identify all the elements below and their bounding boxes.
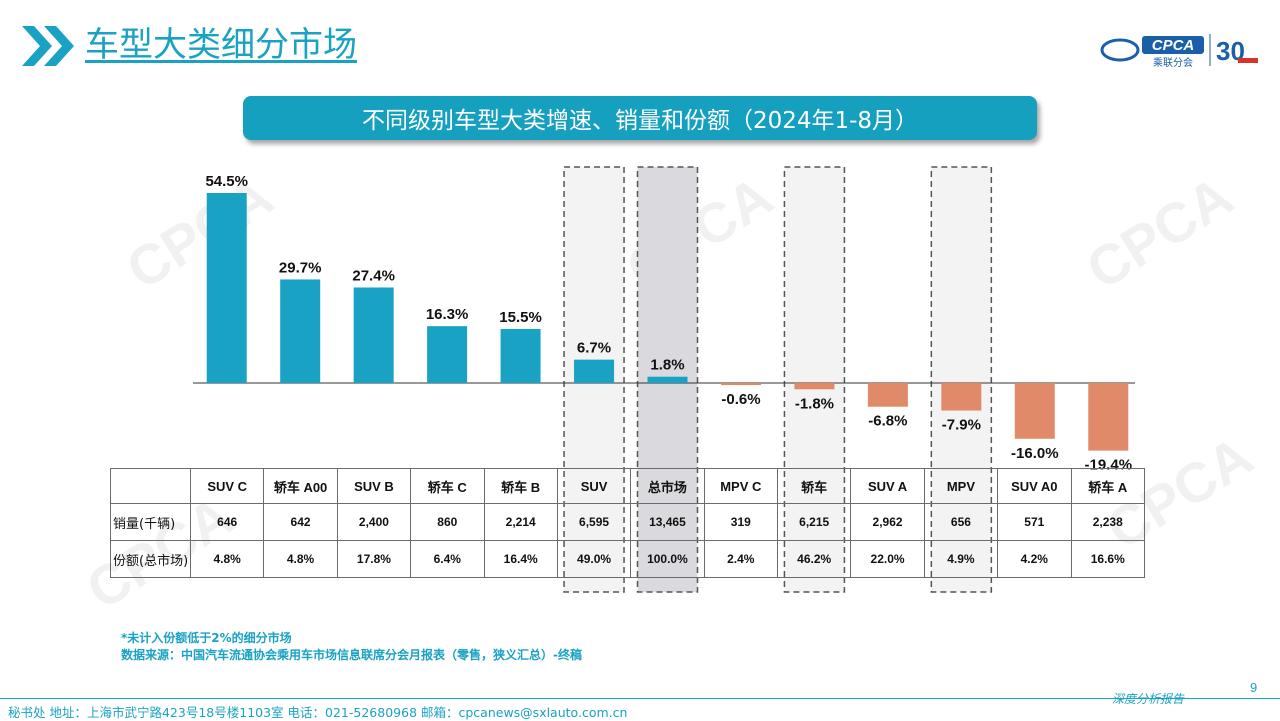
footer-contact: 秘书处 地址：上海市武宁路423号18号楼1103室 电话：021-526809… bbox=[8, 705, 628, 720]
footnote-note: *未计入份额低于2%的细分市场 bbox=[121, 631, 292, 645]
data-label: 6.7% bbox=[577, 340, 611, 357]
bar-9 bbox=[794, 383, 835, 390]
table-cell: 2,962 bbox=[850, 503, 925, 541]
bar-5 bbox=[500, 328, 541, 383]
table-cell: 46.2% bbox=[776, 540, 852, 578]
table-cell: 860 bbox=[410, 503, 485, 541]
table-cell: 13,465 bbox=[630, 503, 705, 541]
bar-13 bbox=[1088, 383, 1129, 451]
logo-text: CPCA bbox=[1152, 37, 1195, 54]
table-cell: 4.9% bbox=[923, 540, 999, 578]
page-title: 车型大类细分市场 bbox=[85, 25, 357, 65]
table-cell: 656 bbox=[923, 503, 999, 541]
table-cell: 646 bbox=[189, 503, 265, 541]
table-cell: 4.2% bbox=[997, 540, 1072, 578]
table-header-cell: SUV C bbox=[189, 468, 265, 504]
table-header-cell: SUV A bbox=[850, 468, 925, 504]
data-label: -7.9% bbox=[942, 417, 981, 434]
table-row: 份额(总市场) 4.8% 4.8% 17.8% 6.4% 16.4% 49.0% 100.0… bbox=[110, 540, 1145, 578]
table-cell: 319 bbox=[703, 503, 779, 541]
table-corner bbox=[110, 468, 191, 504]
table-cell: 4.8% bbox=[189, 540, 265, 578]
table-cell: 2.4% bbox=[703, 540, 779, 578]
table-header-cell: SUV bbox=[556, 468, 632, 504]
data-label: 29.7% bbox=[279, 259, 322, 276]
table-cell: 6.4% bbox=[410, 540, 485, 578]
table-cell: 2,400 bbox=[336, 503, 412, 541]
table-header-cell: MPV bbox=[923, 468, 999, 504]
table-cell: 17.8% bbox=[336, 540, 412, 578]
data-label: 1.8% bbox=[650, 357, 684, 374]
bar-12 bbox=[1014, 383, 1055, 439]
bar-1 bbox=[206, 193, 247, 383]
footnotes: *未计入份额低于2%的细分市场 数据来源：中国汽车流通协会乘用车市场信息联席分会… bbox=[121, 630, 582, 664]
bar-6 bbox=[574, 359, 615, 383]
cpca-logo: CPCA 乘联分会 30 bbox=[1100, 28, 1265, 70]
table-header-cell: MPV C bbox=[703, 468, 779, 504]
footnote-source: 数据来源：中国汽车流通协会乘用车市场信息联席分会月报表（零售，狭义汇总）-终稿 bbox=[121, 648, 582, 662]
footer-divider bbox=[0, 698, 1280, 699]
table-row: 销量(千辆) 646 642 2,400 860 2,214 6,595 13,465 319… bbox=[110, 503, 1145, 541]
table-cell: 642 bbox=[263, 503, 338, 541]
bar-7 bbox=[647, 376, 688, 383]
table-cell: 49.0% bbox=[556, 540, 632, 578]
table-cell: 16.4% bbox=[483, 540, 558, 578]
chevron-right-icon bbox=[22, 26, 74, 66]
table-cell: 100.0% bbox=[630, 540, 705, 578]
bar-3 bbox=[353, 287, 394, 383]
table-header-cell: 轿车 A00 bbox=[263, 468, 338, 504]
footer-tag: 深度分析报告 bbox=[1112, 692, 1185, 706]
data-table: SUV C 轿车 A00 SUV B 轿车 C 轿车 B SUV 总市场 MPV C 轿车 SUV… bbox=[110, 468, 1145, 578]
table-header-cell: 轿车 A bbox=[1070, 468, 1145, 504]
table-header-cell: 轿车 C bbox=[410, 468, 485, 504]
bar-8 bbox=[720, 383, 761, 386]
table-header-row: SUV C 轿车 A00 SUV B 轿车 C 轿车 B SUV 总市场 MPV C 轿车 SUV… bbox=[110, 468, 1145, 504]
bar-10 bbox=[867, 383, 908, 407]
data-label: -0.6% bbox=[721, 391, 760, 408]
logo-subtext: 乘联分会 bbox=[1153, 56, 1193, 69]
data-label: 15.5% bbox=[499, 309, 542, 326]
table-cell: 571 bbox=[997, 503, 1072, 541]
table-header-cell: 轿车 bbox=[776, 468, 852, 504]
data-label: -6.8% bbox=[868, 413, 907, 430]
bar-11 bbox=[941, 383, 982, 411]
data-label: -1.8% bbox=[795, 395, 834, 412]
data-label: 27.4% bbox=[352, 267, 395, 284]
table-cell: 6,595 bbox=[556, 503, 632, 541]
table-cell: 2,214 bbox=[483, 503, 558, 541]
table-header-cell: SUV B bbox=[336, 468, 412, 504]
table-cell: 6,215 bbox=[776, 503, 852, 541]
bar-4 bbox=[427, 326, 468, 383]
table-header-cell: 总市场 bbox=[630, 468, 705, 504]
bar-2 bbox=[280, 279, 321, 383]
table-cell: 22.0% bbox=[850, 540, 925, 578]
table-header-cell: SUV A0 bbox=[997, 468, 1072, 504]
table-cell: 4.8% bbox=[263, 540, 338, 578]
table-header-cell: 轿车 B bbox=[483, 468, 558, 504]
table-cell: 16.6% bbox=[1070, 540, 1145, 578]
data-label: 16.3% bbox=[426, 306, 469, 323]
chart-banner-title: 不同级别车型大类增速、销量和份额（2024年1-8月） bbox=[243, 96, 1037, 140]
row-label-share: 份额(总市场) bbox=[110, 540, 191, 578]
data-label: -16.0% bbox=[1011, 445, 1059, 462]
page-number: 9 bbox=[1250, 680, 1258, 695]
data-label: 54.5% bbox=[205, 173, 248, 190]
table-cell: 2,238 bbox=[1070, 503, 1145, 541]
row-label-sales: 销量(千辆) bbox=[110, 503, 191, 541]
